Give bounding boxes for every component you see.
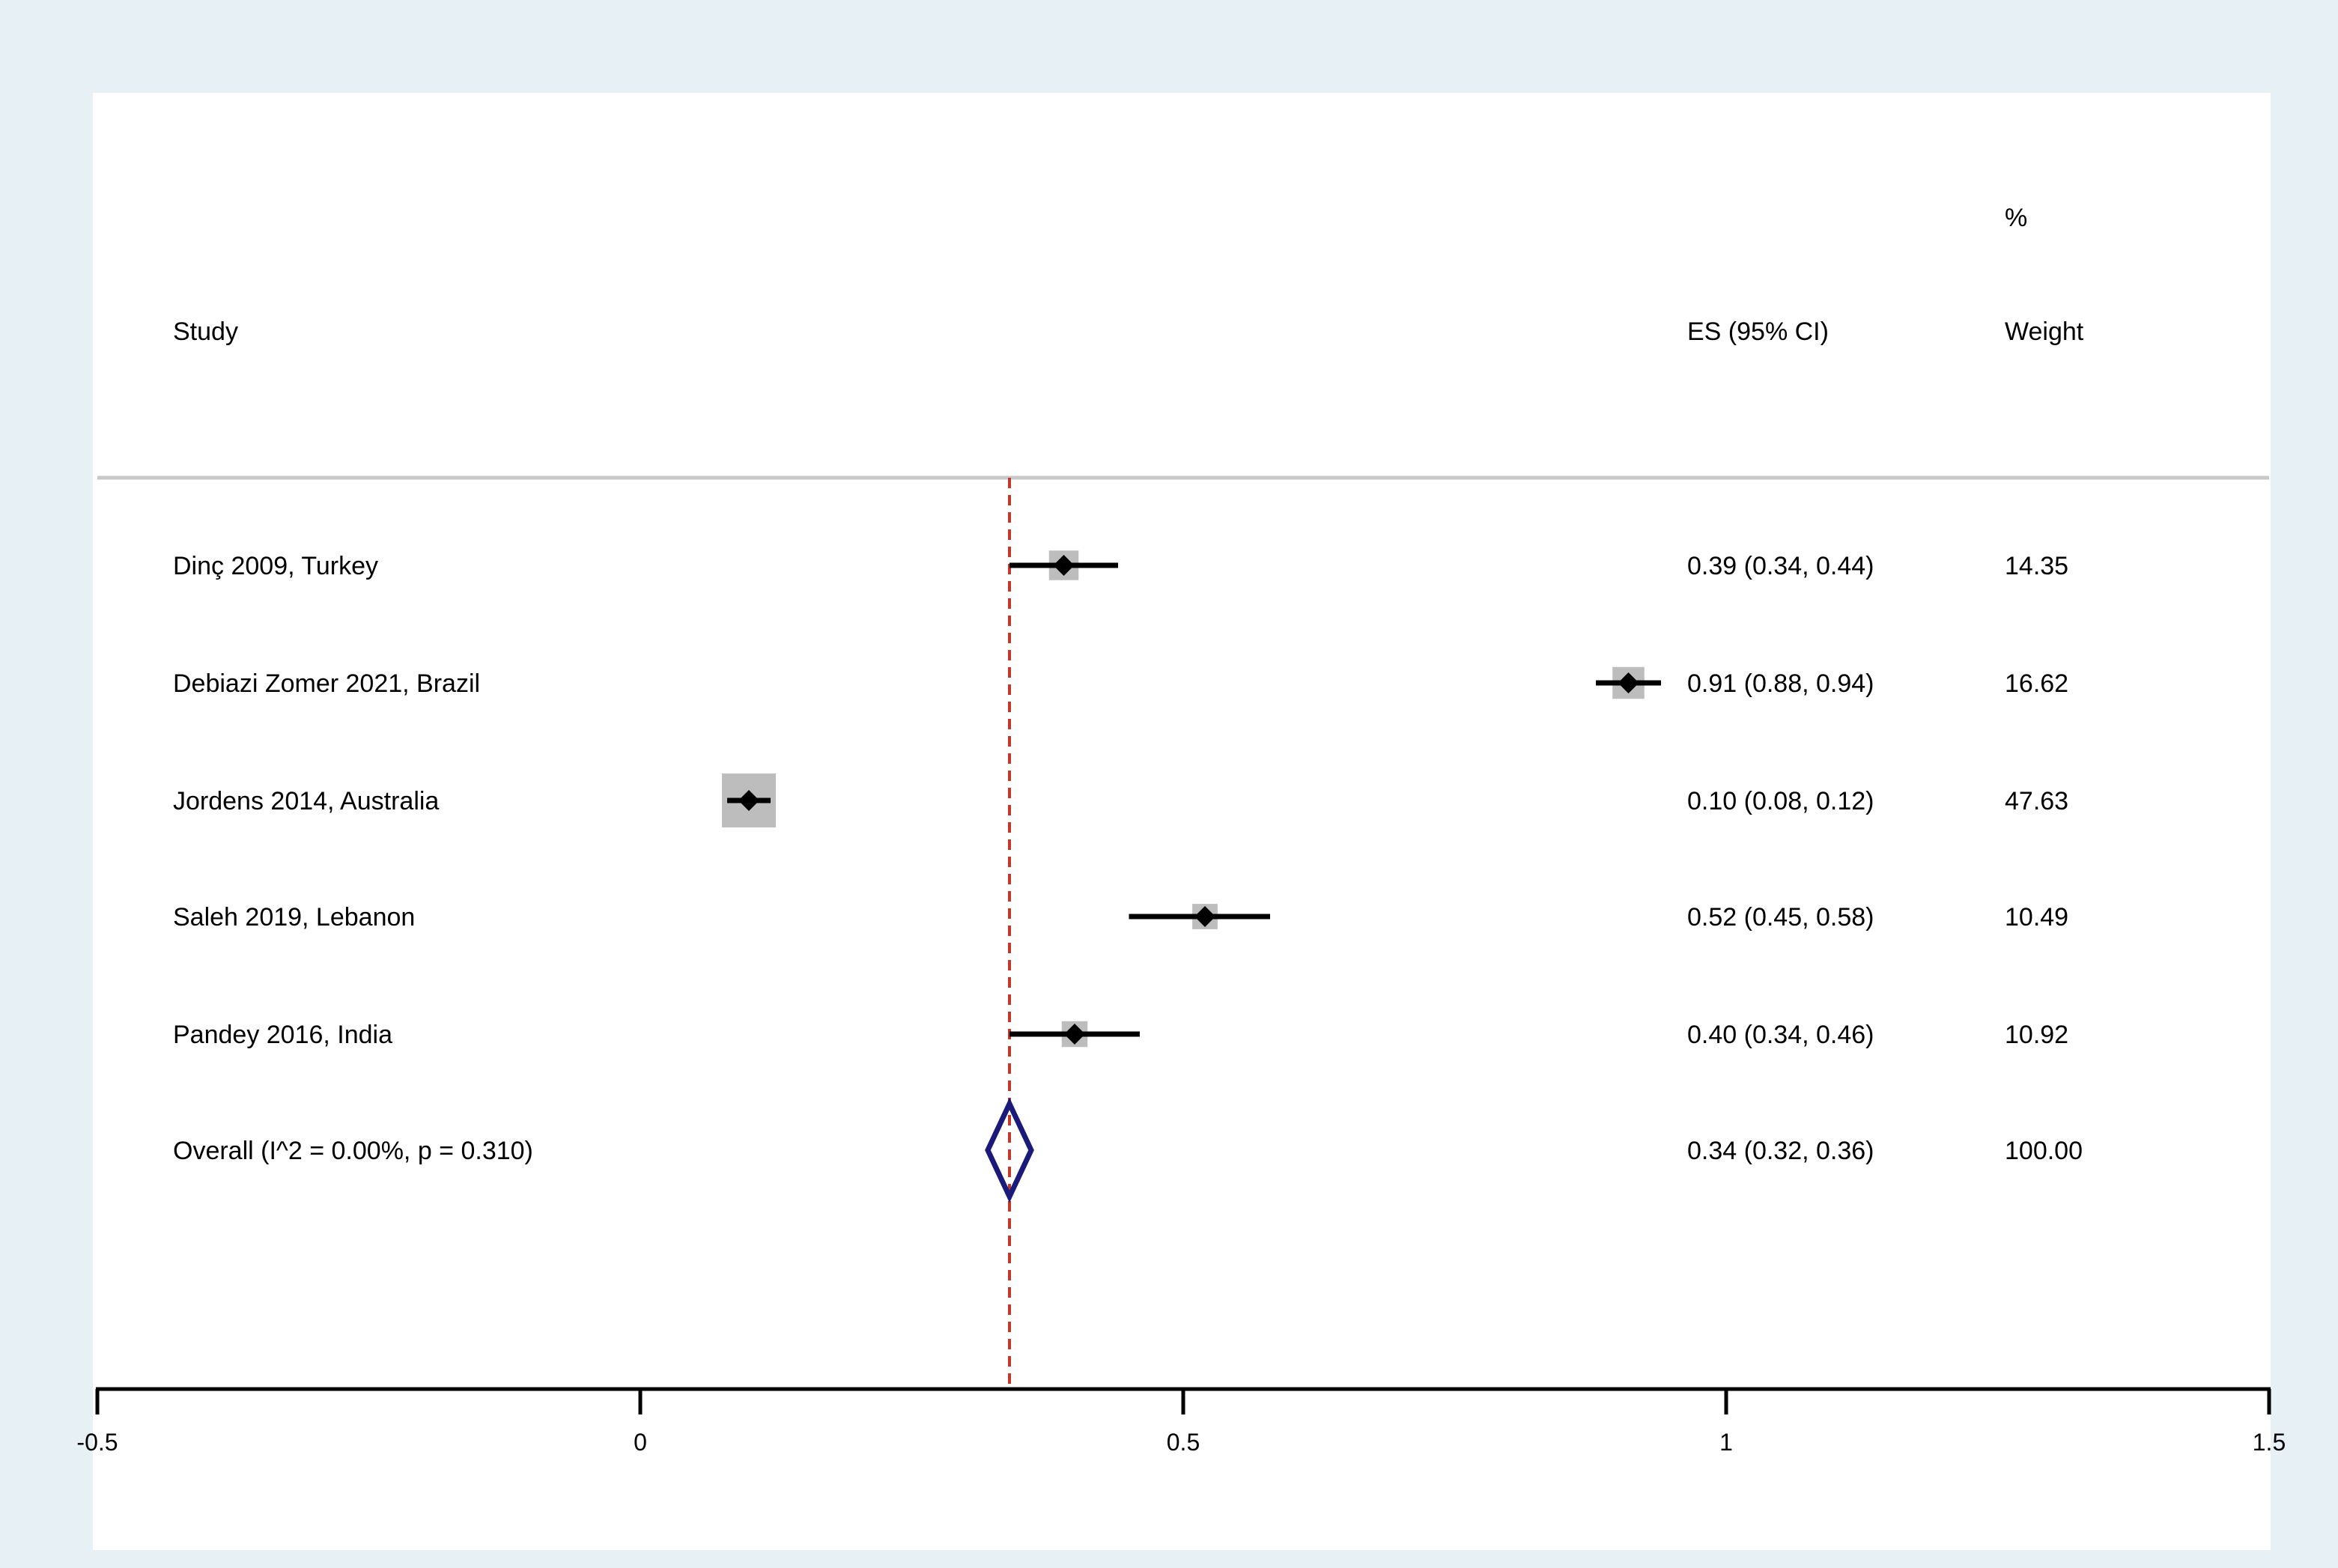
study-label: Pandey 2016, India (173, 1021, 392, 1049)
study-row: Saleh 2019, Lebanon 0.52 (0.45, 0.58) 10.4… (173, 903, 2068, 932)
study-row: Jordens 2014, Australia 0.10 (0.08, 0.12)… (173, 774, 2068, 827)
weight-text: 14.35 (2005, 552, 2068, 580)
study-label: Jordens 2014, Australia (173, 787, 439, 815)
study-label: Saleh 2019, Lebanon (173, 903, 415, 932)
study-label: Debiazi Zomer 2021, Brazil (173, 669, 480, 698)
overall-diamond (985, 1097, 1034, 1203)
overall-label: Overall (I^2 = 0.00%, p = 0.310) (173, 1137, 533, 1165)
weight-text: 10.49 (2005, 903, 2068, 932)
es-column-header: ES (95% CI) (1687, 317, 1829, 346)
x-axis-tick-label: 1 (1719, 1429, 1733, 1456)
x-axis-tick-label: 1.5 (2253, 1429, 2286, 1456)
overall-row: Overall (I^2 = 0.00%, p = 0.310) 0.34 (0.… (173, 1097, 2083, 1203)
weight-percent-header: % (2005, 204, 2027, 232)
point-estimate-marker (738, 790, 759, 811)
effect-size-text: 0.10 (0.08, 0.12) (1687, 787, 1874, 815)
weight-text: 47.63 (2005, 787, 2068, 815)
x-axis-tick-label: 0.5 (1167, 1429, 1200, 1456)
effect-size-text: 0.91 (0.88, 0.94) (1687, 669, 1874, 698)
effect-size-text: 0.40 (0.34, 0.46) (1687, 1021, 1874, 1049)
study-label: Dinç 2009, Turkey (173, 552, 378, 580)
study-column-header: Study (173, 317, 238, 346)
point-estimate-marker (1194, 906, 1215, 927)
study-row: Pandey 2016, India 0.40 (0.34, 0.46) 10.92 (173, 1021, 2068, 1049)
point-estimate-marker (1064, 1024, 1085, 1045)
overall-effect-size-text: 0.34 (0.32, 0.36) (1687, 1137, 1874, 1165)
overall-weight-text: 100.00 (2005, 1137, 2083, 1165)
effect-size-text: 0.52 (0.45, 0.58) (1687, 903, 1874, 932)
weight-text: 10.92 (2005, 1021, 2068, 1049)
weight-column-header: Weight (2005, 317, 2084, 346)
plot-background (93, 93, 2271, 1550)
x-axis-tick-label: 0 (634, 1429, 647, 1456)
point-estimate-marker (1053, 555, 1075, 576)
point-estimate-marker (1618, 672, 1639, 693)
study-row: Dinç 2009, Turkey 0.39 (0.34, 0.44) 14.35 (173, 550, 2068, 580)
effect-size-text: 0.39 (0.34, 0.44) (1687, 552, 1874, 580)
x-axis-tick-label: -0.5 (76, 1429, 118, 1456)
study-row: Debiazi Zomer 2021, Brazil 0.91 (0.88, 0.… (173, 666, 2068, 699)
weight-text: 16.62 (2005, 669, 2068, 698)
